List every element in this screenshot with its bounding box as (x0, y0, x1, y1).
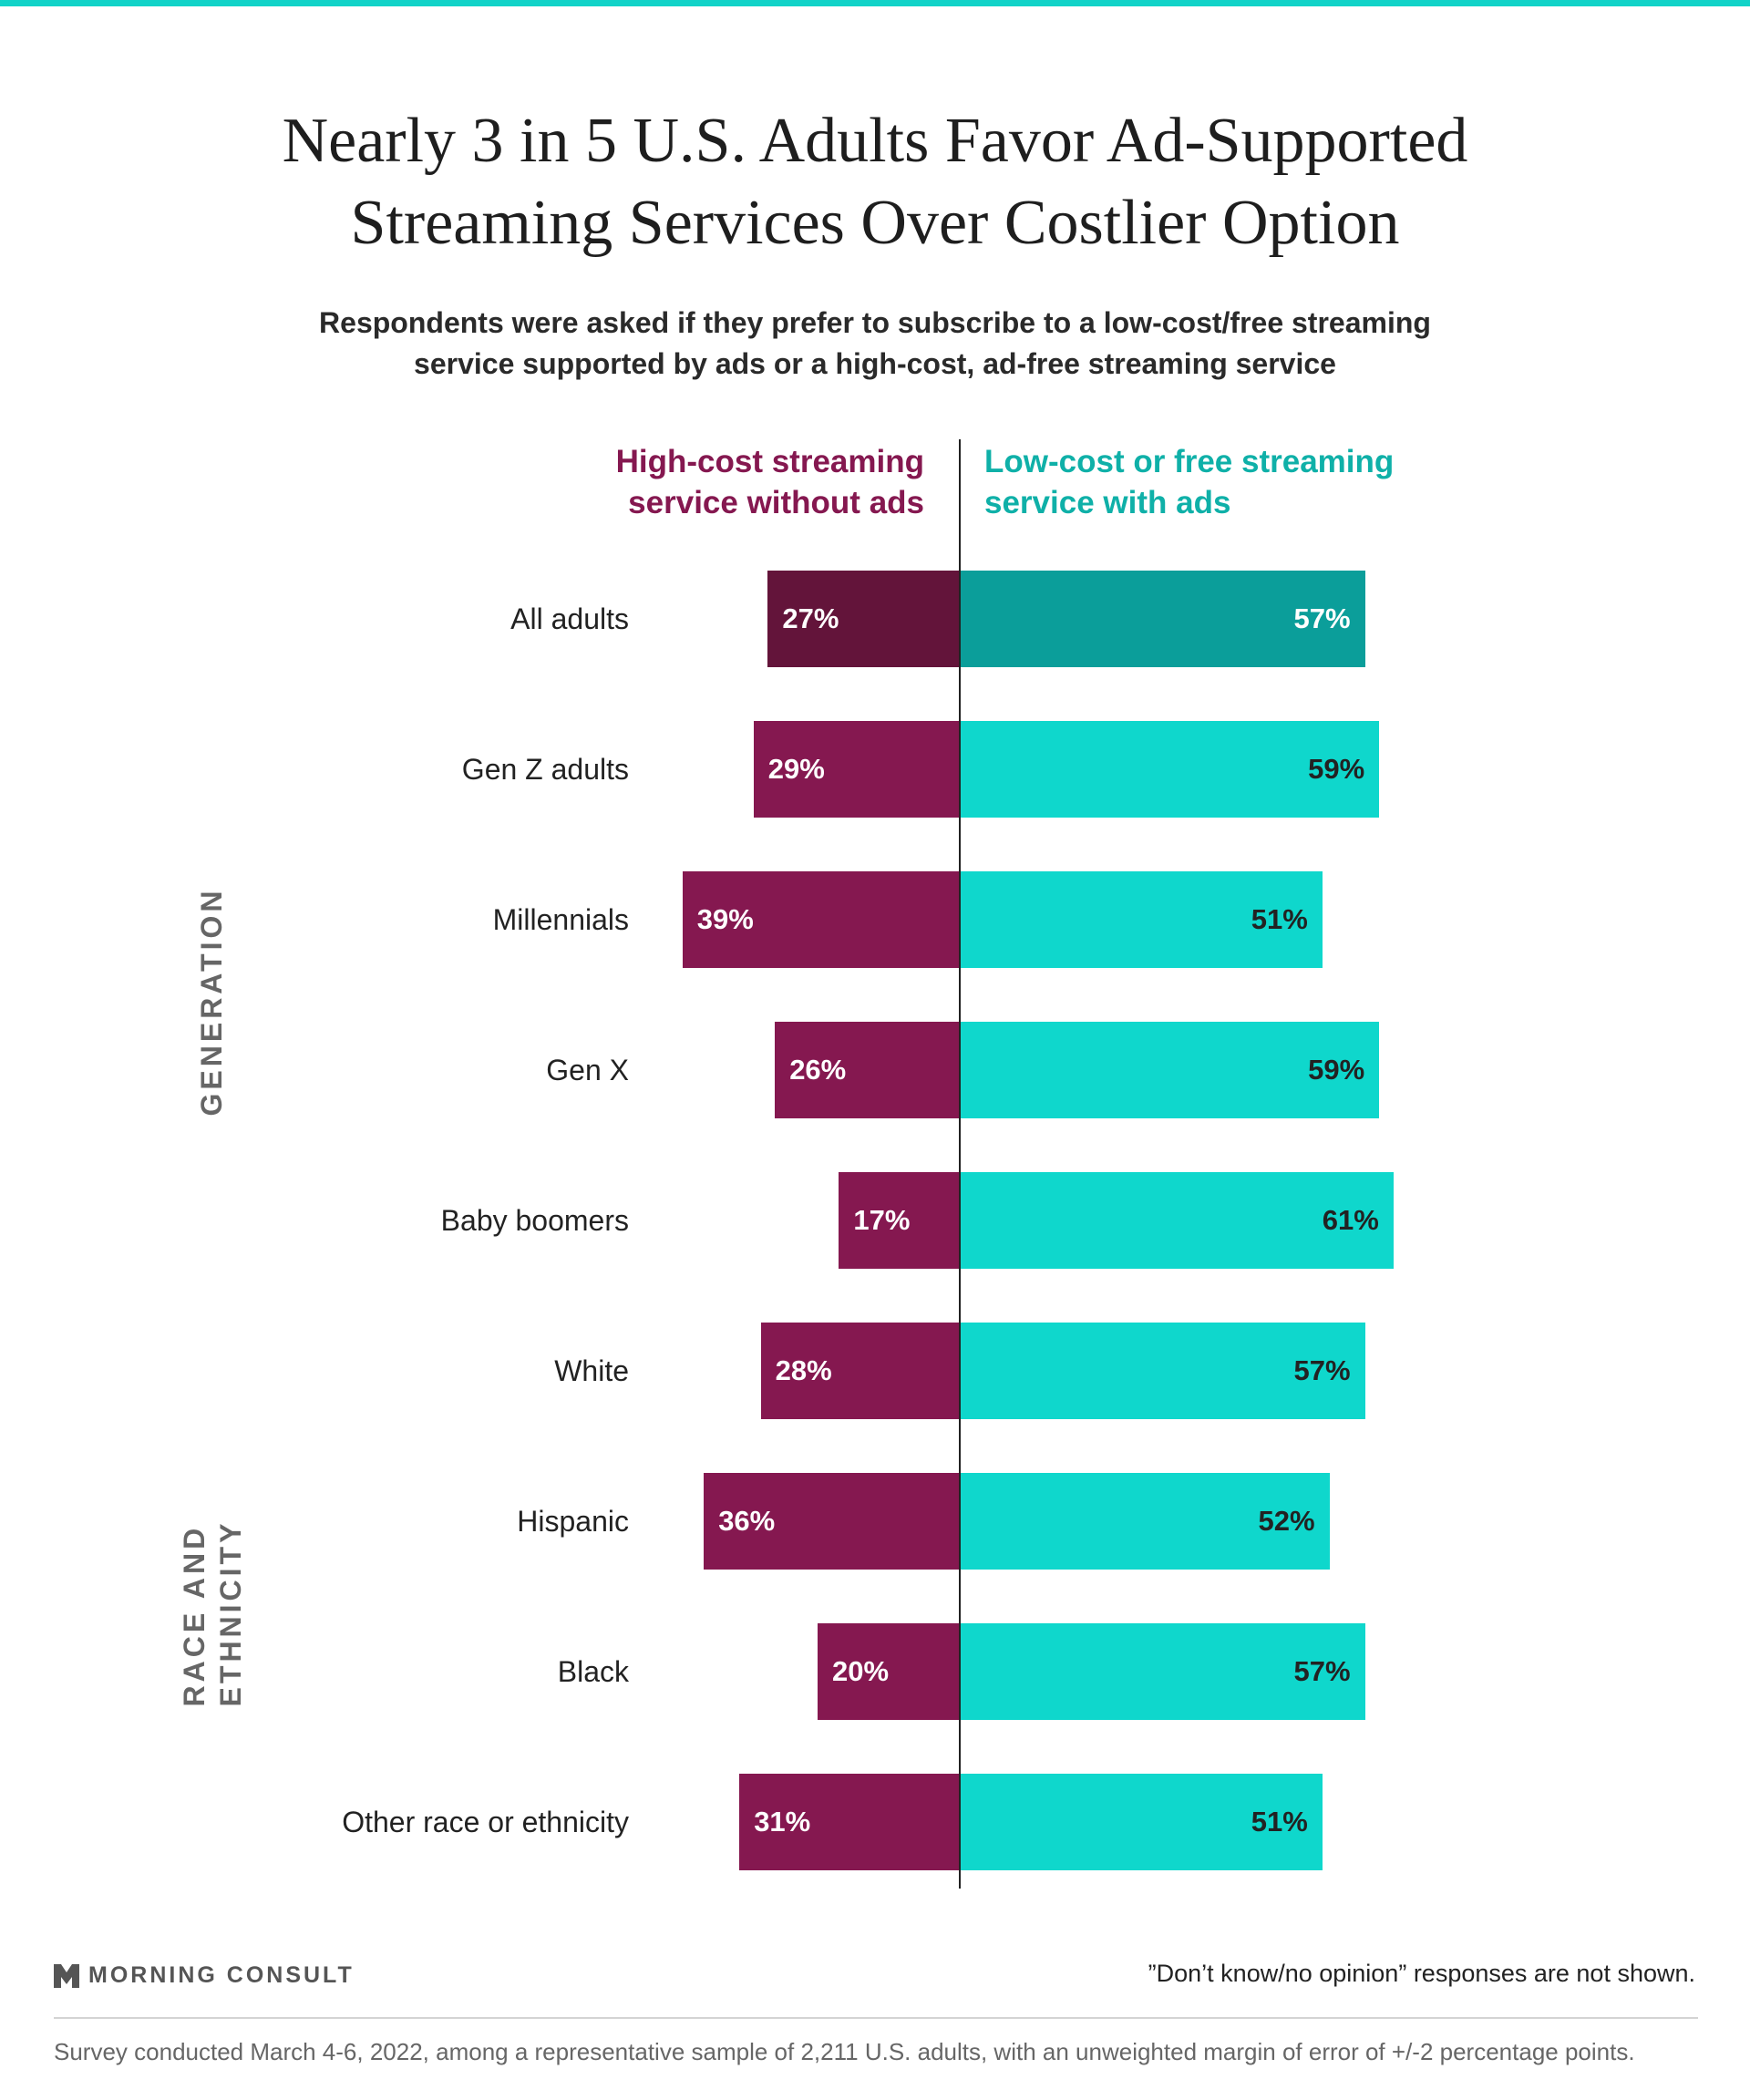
legend-line: service with ads (984, 485, 1231, 520)
category-label: Millennials (492, 903, 629, 936)
morning-consult-m-icon (54, 1963, 79, 1988)
legend-low-cost: Low-cost or free streaming service with … (984, 441, 1458, 523)
bar-high-cost (775, 1022, 960, 1118)
category-label: All adults (510, 602, 629, 635)
bar-high-cost (682, 871, 960, 968)
chart-title: Nearly 3 in 5 U.S. Adults Favor Ad-Suppo… (0, 100, 1750, 264)
bar-low-cost (960, 1323, 1365, 1419)
data-label-low-cost: 59% (1308, 753, 1365, 785)
morning-consult-logo: MORNING CONSULT (54, 1962, 355, 1989)
footnote: ”Don’t know/no opinion” responses are no… (1148, 1960, 1695, 1987)
title-line: Nearly 3 in 5 U.S. Adults Favor Ad-Suppo… (282, 106, 1468, 176)
survey-methodology: Survey conducted March 4-6, 2022, among … (54, 2038, 1635, 2065)
category-label: White (554, 1354, 629, 1387)
category-label: Gen X (546, 1054, 629, 1086)
data-label-high-cost: 27% (782, 602, 839, 634)
data-label-high-cost: 36% (718, 1505, 776, 1537)
data-label-high-cost: 31% (754, 1806, 811, 1838)
data-label-high-cost: 26% (789, 1054, 847, 1086)
bar-high-cost (739, 1774, 960, 1870)
data-label-low-cost: 51% (1251, 903, 1308, 935)
data-label-low-cost: 57% (1293, 1354, 1351, 1386)
bar-low-cost (960, 1473, 1330, 1570)
bar-low-cost (960, 1774, 1323, 1870)
bar-low-cost (960, 1022, 1380, 1118)
top-accent-bar (0, 0, 1750, 6)
data-label-low-cost: 52% (1258, 1505, 1315, 1537)
bar-low-cost (960, 1623, 1365, 1720)
bar-low-cost (960, 1172, 1394, 1269)
bar-high-cost (818, 1623, 960, 1720)
data-label-low-cost: 57% (1293, 1655, 1351, 1687)
bar-low-cost (960, 721, 1380, 818)
brand-name: MORNING CONSULT (88, 1962, 355, 1988)
bar-low-cost (960, 871, 1323, 968)
data-label-high-cost: 17% (853, 1204, 911, 1236)
bar-high-cost (839, 1172, 960, 1269)
subtitle-line: Respondents were asked if they prefer to… (319, 306, 1431, 339)
subtitle-line: service supported by ads or a high-cost,… (414, 347, 1336, 380)
data-label-low-cost: 57% (1293, 602, 1351, 634)
bar-high-cost (704, 1473, 960, 1570)
data-label-low-cost: 59% (1308, 1054, 1365, 1086)
data-label-low-cost: 61% (1322, 1204, 1379, 1236)
center-axis-line (959, 439, 961, 1889)
bar-high-cost (753, 721, 960, 818)
bar-low-cost (960, 571, 1365, 667)
legend-line: High-cost streaming (615, 444, 924, 479)
legend-line: Low-cost or free streaming (984, 444, 1395, 479)
category-label: Baby boomers (440, 1204, 629, 1237)
legend-line: service without ads (628, 485, 924, 520)
data-label-high-cost: 20% (832, 1655, 890, 1687)
data-label-high-cost: 29% (767, 753, 825, 785)
bar-high-cost (767, 571, 960, 667)
data-label-low-cost: 51% (1251, 1806, 1308, 1838)
title-line: Streaming Services Over Costlier Option (350, 188, 1400, 258)
category-label: Gen Z adults (461, 753, 629, 786)
data-label-high-cost: 28% (775, 1354, 832, 1386)
category-label: Other race or ethnicity (342, 1806, 629, 1838)
category-label: Black (557, 1655, 629, 1688)
category-label: Hispanic (517, 1505, 629, 1538)
data-label-high-cost: 39% (696, 903, 754, 935)
bar-high-cost (760, 1323, 960, 1419)
legend-high-cost: High-cost streaming service without ads (450, 441, 924, 523)
footer-divider (54, 2017, 1698, 2019)
chart-subtitle: Respondents were asked if they prefer to… (0, 303, 1750, 385)
